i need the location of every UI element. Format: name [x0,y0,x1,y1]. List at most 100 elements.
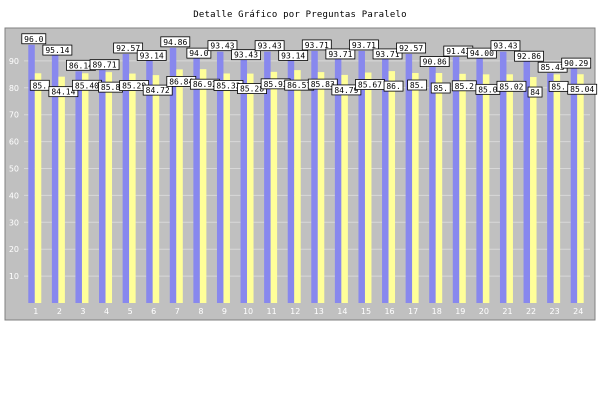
y-tick-labels: 10 20 30 40 50 60 70 80 90 [9,57,19,281]
svg-text:85.: 85. [410,81,424,90]
bar-series-2 [459,73,466,303]
bar-series-1 [193,50,200,303]
bar-series-1 [570,60,578,303]
bar-series-1 [523,53,531,303]
x-tick-labels: 1 2 3 4 5 6 7 8 9 10 11 12 13 14 15 16 17 18 19 20 21 22 23 24 [33,307,583,316]
bar-series-2 [270,71,278,303]
bar-series-2 [34,73,42,303]
chart-title: Detalle Gráfico por Preguntas Paralelo [193,10,407,20]
x-tick-label: 15 [361,307,371,316]
bar-series-2 [577,74,584,303]
x-tick-label: 7 [175,307,180,316]
bar-series-2 [176,69,183,304]
bar-series-2 [223,73,230,303]
bar-series-1 [547,73,554,303]
svg-text:93.71: 93.71 [305,41,329,50]
bar-series-2 [553,74,561,303]
svg-text:91.43: 91.43 [446,47,470,56]
x-tick-label: 18 [432,307,442,316]
bar-series-1 [452,57,460,303]
value-label-series-1: 93.71 [349,39,379,51]
x-tick-label: 2 [57,307,62,316]
value-label-series-1: 93.14 [136,50,167,61]
bar-series-2 [341,74,348,303]
value-label-series-1: 90.86 [419,56,450,67]
svg-text:86.84: 86.84 [169,77,193,86]
svg-text:85.2: 85.2 [455,82,474,91]
value-label-series-2: 85. [430,82,451,94]
svg-text:84.14: 84.14 [51,88,75,97]
bar-series-2 [199,69,207,303]
y-tick-label: 90 [9,57,19,66]
bar-series-2 [294,70,301,303]
x-tick-label: 23 [550,307,560,316]
bar-series-2 [247,73,254,303]
x-tick-label: 4 [104,307,109,316]
svg-text:90.86: 90.86 [423,58,447,67]
bar-series-2 [506,74,513,303]
bar-series-2 [530,77,537,303]
bar-series-1 [240,51,248,303]
svg-text:85.: 85. [33,81,47,90]
svg-text:94.0: 94.0 [189,49,208,58]
value-label-series-2: 84.72 [142,84,173,96]
x-tick-label: 22 [526,307,536,316]
svg-text:84.72: 84.72 [146,86,170,95]
bar-series-1 [287,52,295,303]
x-tick-label: 16 [384,307,394,316]
value-label-series-1: 93.43 [231,49,261,61]
x-tick-label: 21 [502,307,512,316]
value-label-series-1: 93.14 [278,50,309,61]
svg-text:92.57: 92.57 [399,44,423,53]
value-label-series-1: 95.14 [42,44,73,56]
svg-text:96.0: 96.0 [24,35,43,44]
svg-text:93.71: 93.71 [375,50,399,59]
svg-text:93.43: 93.43 [210,42,234,51]
y-tick-label: 80 [9,84,19,93]
bar-series-2 [129,73,136,303]
x-tick-label: 14 [337,307,347,316]
bar-series-1 [334,50,342,303]
svg-text:85.40: 85.40 [75,81,99,90]
value-label-series-1: 92.57 [396,42,427,54]
value-label-series-2: 85. [548,80,569,92]
bar-series-2 [152,75,160,303]
bar-series-1 [358,50,365,303]
x-tick-label: 1 [33,307,38,316]
bar-series-2 [105,72,113,304]
value-label-series-1: 96.0 [21,33,47,45]
bar-series-1 [405,53,413,304]
value-label-series-1: 94.86 [160,36,191,48]
value-label-series-1: 93.71 [325,48,356,60]
svg-text:84.79: 84.79 [334,86,358,95]
svg-text:85.29: 85.29 [122,82,146,91]
x-tick-label: 3 [80,307,85,316]
value-label-series-2: 85.04 [567,83,598,95]
svg-text:85.0: 85.0 [478,85,497,94]
value-label-series-1: 92.86 [514,50,544,62]
svg-text:85.33: 85.33 [216,81,240,90]
value-label-series-2: 85.8 [98,81,123,93]
value-label-series-2: 85. [407,79,428,91]
bar-series-2 [364,72,372,303]
svg-text:93.14: 93.14 [281,51,305,60]
svg-text:85.93: 85.93 [264,80,288,89]
svg-text:92.57: 92.57 [116,44,140,53]
y-tick-label: 10 [9,272,19,281]
y-tick-label: 50 [9,165,19,174]
bar-series-1 [476,50,483,303]
value-labels: 96.0 85. 95.14 84.14 86.14 85.40 89.71 85.8 92.5… [21,33,598,98]
value-label-series-2: 85.83 [307,78,338,90]
bar-series-1 [264,51,271,303]
svg-text:95.14: 95.14 [45,46,69,55]
svg-text:85.83: 85.83 [311,80,335,89]
bar-series-1 [99,61,106,303]
x-tick-label: 8 [198,307,203,316]
bar-series-2 [58,76,65,304]
value-label-series-1: 93.71 [372,48,403,60]
svg-text:85.28: 85.28 [240,85,264,94]
x-tick-label: 5 [128,307,133,316]
bar-series-1 [75,71,82,303]
y-tick-label: 20 [9,245,19,254]
